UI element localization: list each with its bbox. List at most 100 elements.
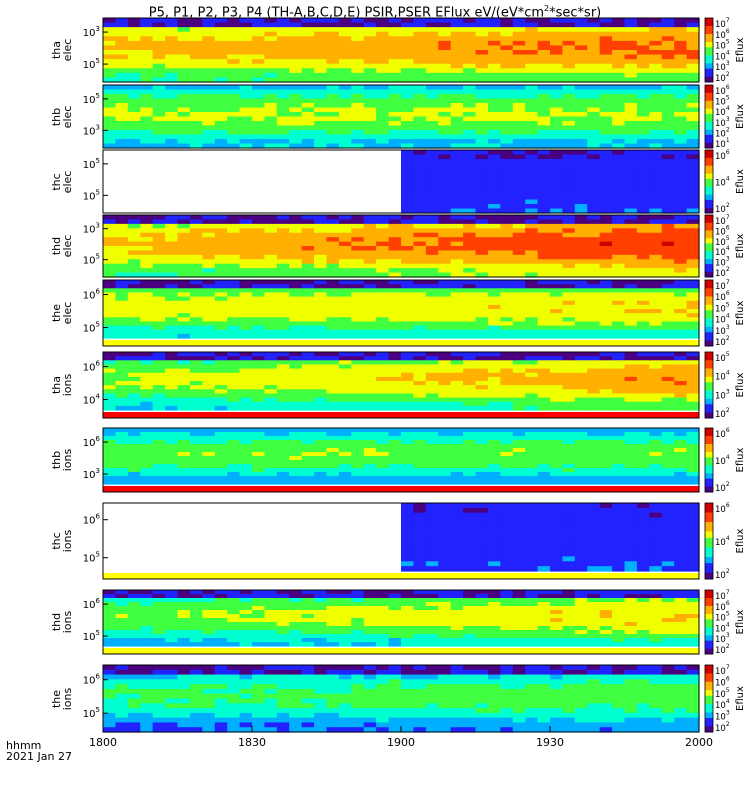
heatmap-cell xyxy=(115,480,129,485)
heatmap-cell xyxy=(574,85,588,91)
heatmap-cell xyxy=(338,432,352,437)
heatmap-cell xyxy=(152,36,166,42)
heatmap-cell xyxy=(587,360,601,366)
heatmap-cell xyxy=(127,296,141,302)
heatmap-cell xyxy=(214,254,228,260)
heatmap-cell xyxy=(450,364,464,370)
heatmap-cell xyxy=(326,352,340,357)
heatmap-cell xyxy=(326,393,340,399)
heatmap-cell xyxy=(227,259,241,265)
heatmap-cell xyxy=(661,177,675,183)
heatmap-cell xyxy=(674,246,688,252)
heatmap-cell xyxy=(624,397,638,403)
heatmap-cell xyxy=(599,296,613,302)
heatmap-cell xyxy=(500,397,514,403)
heatmap-cell xyxy=(252,456,266,461)
heatmap-cell xyxy=(599,45,613,51)
heatmap-cell xyxy=(487,54,501,60)
heatmap-cell xyxy=(127,263,141,269)
heatmap-cell xyxy=(500,288,514,294)
heatmap-cell xyxy=(475,368,489,374)
heatmap-cell xyxy=(438,228,452,234)
heatmap-cell xyxy=(289,385,303,390)
heatmap-cell xyxy=(363,448,377,453)
heatmap-cell xyxy=(599,432,613,437)
heatmap-cell xyxy=(289,268,303,274)
heatmap-cell xyxy=(674,237,688,243)
heatmap-cell xyxy=(612,72,626,79)
heatmap-cell xyxy=(636,89,650,95)
colorbar-segment xyxy=(705,171,713,175)
colorbar-segment xyxy=(705,518,713,523)
heatmap-cell xyxy=(264,304,278,310)
heatmap-cell xyxy=(686,215,700,221)
heatmap-cell xyxy=(189,333,203,339)
heatmap-cell xyxy=(438,561,452,567)
heatmap-cell xyxy=(314,98,328,104)
heatmap-cell xyxy=(376,381,390,386)
heatmap-cell xyxy=(636,68,650,74)
heatmap-cell xyxy=(127,385,141,390)
heatmap-cell xyxy=(301,250,315,256)
heatmap-cell xyxy=(525,296,539,302)
heatmap-cell xyxy=(376,448,390,453)
heatmap-cell xyxy=(475,284,489,289)
heatmap-cell xyxy=(252,309,266,314)
heatmap-cell xyxy=(376,393,390,399)
heatmap-cell xyxy=(202,300,216,306)
heatmap-cell xyxy=(264,401,278,407)
heatmap-cell xyxy=(599,40,613,47)
heatmap-cell xyxy=(612,116,626,122)
heatmap-cell xyxy=(425,313,439,318)
heatmap-cell xyxy=(512,537,526,543)
heatmap-cell xyxy=(562,195,576,201)
heatmap-cell xyxy=(413,232,427,238)
heatmap-cell xyxy=(512,272,526,278)
heatmap-cell xyxy=(140,321,154,327)
heatmap-cell xyxy=(500,393,514,399)
heatmap-cell xyxy=(363,59,377,65)
heatmap-cell xyxy=(388,432,402,437)
heatmap-cell xyxy=(239,241,253,247)
heatmap-cell xyxy=(301,464,315,469)
heatmap-cell xyxy=(500,460,514,465)
heatmap-cell xyxy=(425,85,439,91)
heatmap-cell xyxy=(314,18,328,24)
heatmap-cell xyxy=(649,215,663,221)
heatmap-cell xyxy=(636,94,650,100)
heatmap-cell xyxy=(525,130,539,136)
heatmap-cell xyxy=(413,456,427,461)
heatmap-cell xyxy=(264,31,278,37)
heatmap-cells xyxy=(103,85,700,149)
heatmap-cell xyxy=(450,121,464,127)
heatmap-cell xyxy=(562,432,576,437)
heatmap-cell xyxy=(587,45,601,51)
heatmap-cell xyxy=(376,130,390,136)
heatmap-cell xyxy=(574,385,588,390)
heatmap-cell xyxy=(525,31,539,37)
heatmap-cell xyxy=(264,456,278,461)
heatmap-cell xyxy=(401,172,415,178)
heatmap-cell xyxy=(525,36,539,42)
heatmap-cell xyxy=(177,325,191,331)
heatmap-cell xyxy=(438,232,452,238)
heatmap-cell xyxy=(624,237,638,243)
heatmap-cell xyxy=(413,77,427,83)
heatmap-cell xyxy=(401,551,415,558)
heatmap-cell xyxy=(388,103,402,109)
heatmap-cell xyxy=(438,177,452,183)
y-tick-label: 103 xyxy=(83,467,100,481)
heatmap-cell xyxy=(649,444,663,449)
heatmap-cell xyxy=(674,63,688,69)
heatmap-cell xyxy=(165,134,179,140)
heatmap-cell xyxy=(301,368,315,374)
heatmap-cell xyxy=(587,94,601,100)
heatmap-cell xyxy=(189,223,203,229)
heatmap-cell xyxy=(413,98,427,104)
heatmap-cell xyxy=(537,280,551,285)
heatmap-cell xyxy=(686,168,700,174)
heatmap-cell xyxy=(388,107,402,113)
heatmap-cell xyxy=(425,452,439,457)
heatmap-cell xyxy=(252,385,266,390)
heatmap-cell xyxy=(562,68,576,74)
